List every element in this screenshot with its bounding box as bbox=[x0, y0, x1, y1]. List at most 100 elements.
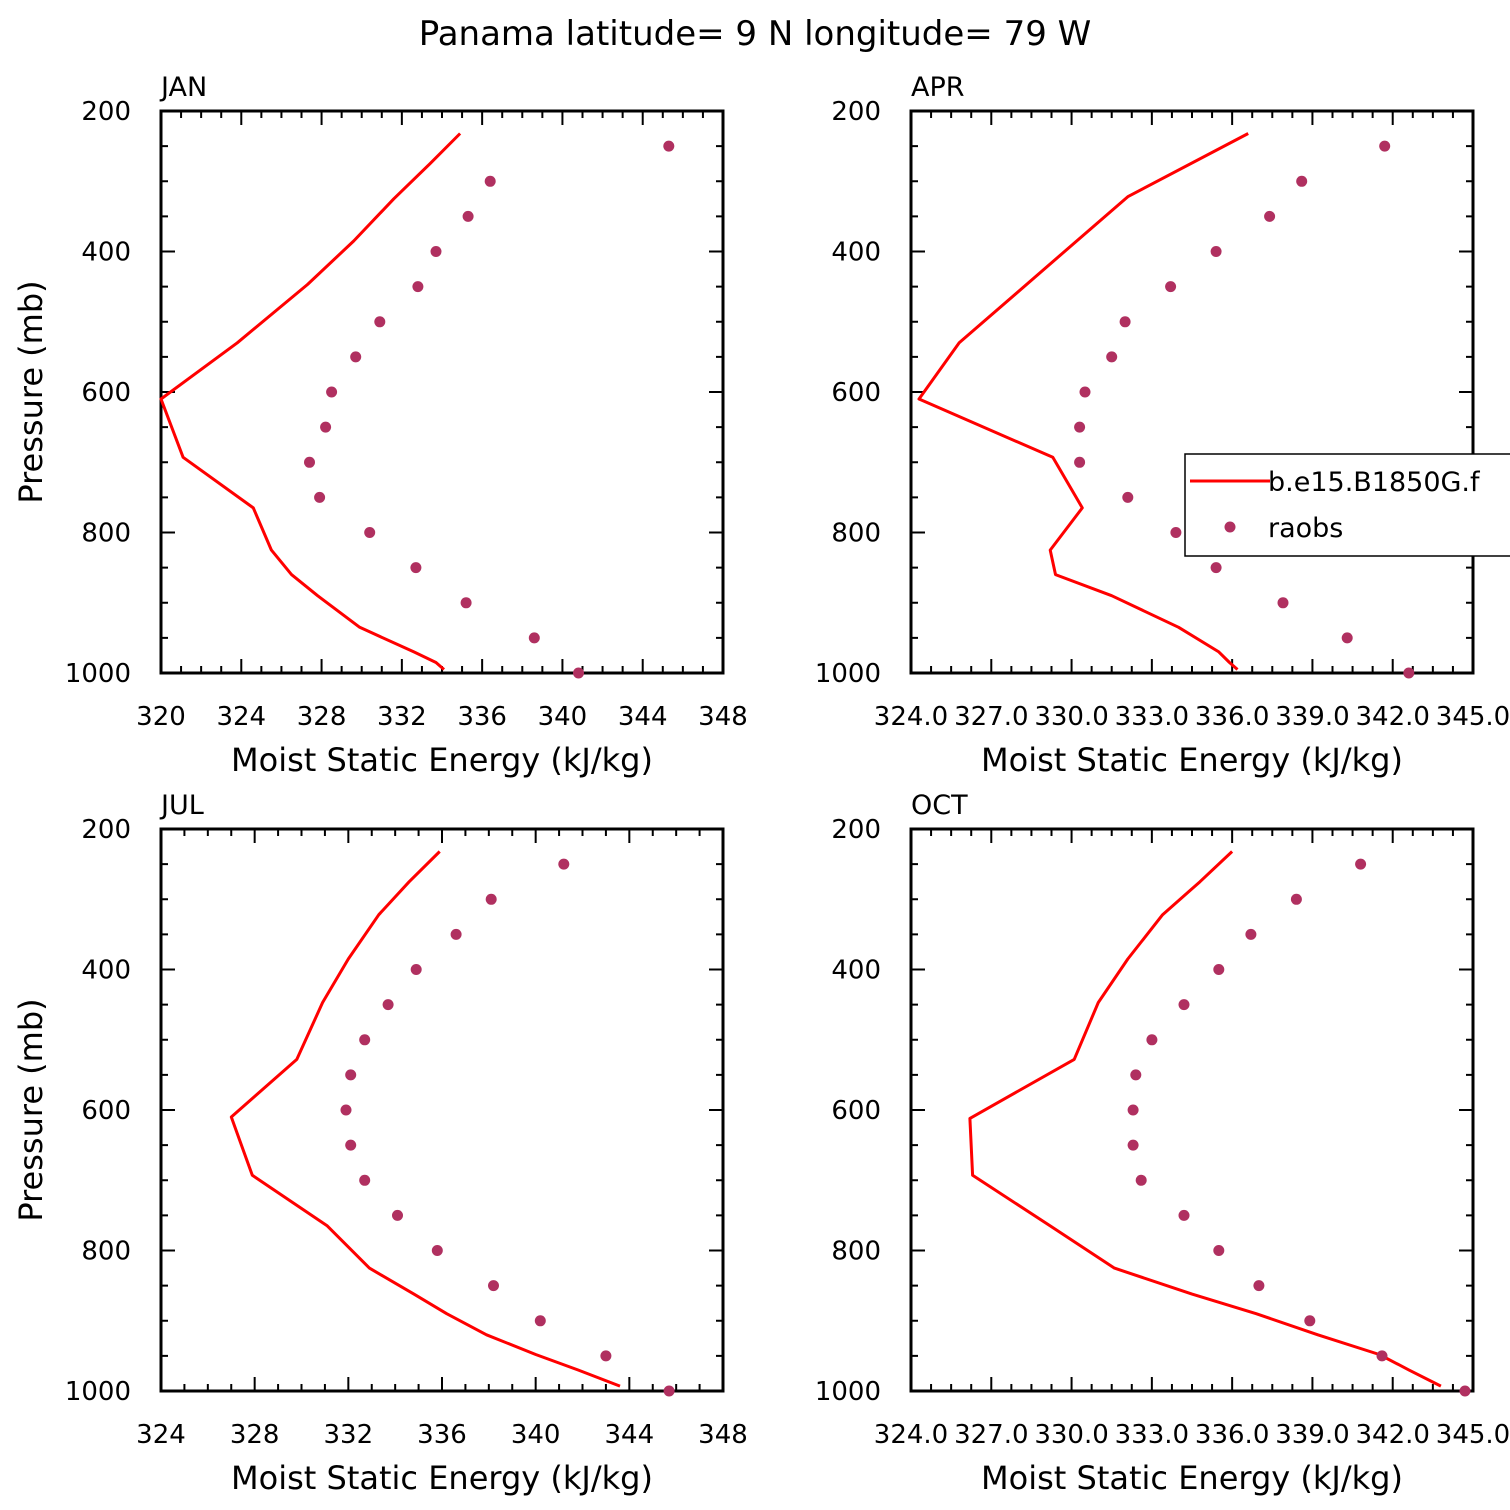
y-tick-label: 1000 bbox=[65, 659, 131, 689]
raobs-point bbox=[462, 210, 474, 222]
raobs-point bbox=[326, 386, 338, 398]
raobs-point bbox=[345, 1139, 357, 1151]
raobs-point bbox=[304, 456, 315, 468]
panel-label-jan: JAN bbox=[159, 72, 207, 103]
x-tick-label: 336 bbox=[417, 1420, 467, 1450]
raobs-point bbox=[1376, 1350, 1388, 1362]
raobs-point bbox=[1074, 421, 1086, 433]
raobs-point bbox=[350, 351, 362, 363]
raobs-point bbox=[485, 893, 497, 905]
raobs-point bbox=[1127, 1139, 1139, 1151]
x-tick-label: 340 bbox=[511, 1420, 561, 1450]
raobs-point bbox=[392, 1209, 403, 1221]
model-line-oct bbox=[968, 850, 1442, 1388]
x-tick-label: 342.0 bbox=[1355, 1420, 1429, 1450]
y-axis-label: Pressure (mb) bbox=[12, 280, 50, 503]
legend-marker-swatch bbox=[1224, 521, 1236, 533]
y-tick-label: 800 bbox=[831, 519, 881, 549]
legend-box bbox=[1184, 453, 1510, 557]
y-tick-label: 200 bbox=[81, 97, 131, 127]
x-axis-label: Moist Static Energy (kJ/kg) bbox=[231, 1459, 653, 1497]
y-tick-label: 200 bbox=[831, 815, 881, 845]
raobs-point bbox=[1079, 386, 1091, 398]
plot-frame bbox=[909, 109, 1475, 675]
x-tick-label: 336.0 bbox=[1195, 702, 1269, 732]
y-tick-label: 1000 bbox=[815, 659, 881, 689]
x-axis-label: Moist Static Energy (kJ/kg) bbox=[981, 741, 1403, 779]
raobs-point bbox=[412, 281, 424, 293]
raobs-point bbox=[410, 964, 422, 975]
raobs-point bbox=[663, 140, 675, 152]
raobs-point bbox=[1459, 1385, 1471, 1397]
y-tick-label: 200 bbox=[831, 97, 881, 127]
y-tick-label: 400 bbox=[81, 238, 131, 268]
raobs-point bbox=[1178, 999, 1190, 1011]
panel-jul: JUL 324 328 332 336 340 344 348 200 400 600 800 1000… bbox=[12, 790, 748, 1497]
raobs-point bbox=[1122, 491, 1134, 503]
raobs-point bbox=[1165, 281, 1177, 293]
y-tick-label: 600 bbox=[81, 378, 131, 408]
figure-title: Panama latitude= 9 N longitude= 79 W bbox=[419, 14, 1092, 54]
raobs-point bbox=[340, 1104, 352, 1116]
x-tick-label: 345.0 bbox=[1436, 1420, 1510, 1450]
raobs-point bbox=[359, 1034, 371, 1046]
raobs-point bbox=[1245, 928, 1257, 940]
raobs-point bbox=[410, 562, 422, 574]
raobs-point bbox=[1074, 456, 1086, 468]
legend-label-model: b.e15.B1850G.f bbox=[1268, 467, 1481, 498]
raobs-point bbox=[1213, 1245, 1225, 1256]
x-tick-label: 328 bbox=[230, 1420, 280, 1450]
raobs-point bbox=[488, 1280, 499, 1292]
panel-label-jul: JUL bbox=[159, 790, 204, 821]
raobs-point bbox=[1304, 1315, 1316, 1327]
raobs-point bbox=[364, 527, 376, 538]
panel-label-apr: APR bbox=[911, 72, 965, 103]
raobs-point bbox=[573, 667, 584, 679]
raobs-point bbox=[1135, 1174, 1147, 1186]
x-tick-label: 340 bbox=[538, 702, 588, 732]
x-tick-label: 348 bbox=[698, 1420, 748, 1450]
x-tick-label: 336.0 bbox=[1195, 1420, 1269, 1450]
raobs-point bbox=[1253, 1280, 1265, 1292]
model-line-jul bbox=[229, 850, 621, 1388]
raobs-point bbox=[314, 491, 326, 503]
raobs-point bbox=[1355, 858, 1367, 870]
model-line-apr bbox=[917, 132, 1249, 671]
y-tick-label: 400 bbox=[831, 238, 881, 268]
y-tick-label: 600 bbox=[831, 1096, 881, 1126]
raobs-point bbox=[1379, 140, 1391, 152]
y-tick-label: 400 bbox=[831, 956, 881, 986]
y-tick-label: 800 bbox=[831, 1237, 881, 1267]
x-tick-label: 333.0 bbox=[1115, 1420, 1189, 1450]
y-tick-label: 1000 bbox=[65, 1377, 131, 1407]
x-tick-label: 327.0 bbox=[954, 1420, 1028, 1450]
raobs-point bbox=[558, 858, 570, 870]
y-tick-label: 200 bbox=[81, 815, 131, 845]
raobs-point bbox=[1290, 893, 1302, 905]
raobs-point bbox=[431, 1245, 443, 1256]
y-tick-label: 600 bbox=[81, 1096, 131, 1126]
legend: b.e15.B1850G.f raobs bbox=[1184, 453, 1510, 557]
y-tick-label: 800 bbox=[81, 519, 131, 549]
raobs-point bbox=[450, 928, 462, 940]
model-line-jan bbox=[159, 132, 462, 671]
x-tick-label: 333.0 bbox=[1115, 702, 1189, 732]
panel-apr: APR 324.0 327.0 330.0 333.0 336.0 339.0 342.0 34… bbox=[815, 72, 1510, 779]
y-tick-label: 1000 bbox=[815, 1377, 881, 1407]
panel-oct: OCT 324.0 327.0 330.0 333.0 336.0 339.0 342.0 34… bbox=[815, 790, 1510, 1497]
x-axis-label: Moist Static Energy (kJ/kg) bbox=[981, 1459, 1403, 1497]
raobs-point bbox=[1127, 1104, 1139, 1116]
raobs-point bbox=[1213, 964, 1225, 975]
raobs-point bbox=[1170, 527, 1182, 538]
raobs-point bbox=[534, 1315, 546, 1327]
panels: JAN 320 324 328 332 336 340 344 348 200 400 600 800 1… bbox=[12, 72, 1510, 1497]
x-tick-label: 324.0 bbox=[874, 1420, 948, 1450]
raobs-point bbox=[1210, 562, 1222, 574]
x-tick-label: 328 bbox=[297, 702, 347, 732]
raobs-point bbox=[600, 1350, 612, 1362]
x-tick-label: 336 bbox=[457, 702, 507, 732]
x-tick-label: 344 bbox=[605, 1420, 655, 1450]
raobs-point bbox=[1146, 1034, 1158, 1046]
x-tick-label: 339.0 bbox=[1275, 1420, 1349, 1450]
plot-frame bbox=[159, 109, 725, 675]
